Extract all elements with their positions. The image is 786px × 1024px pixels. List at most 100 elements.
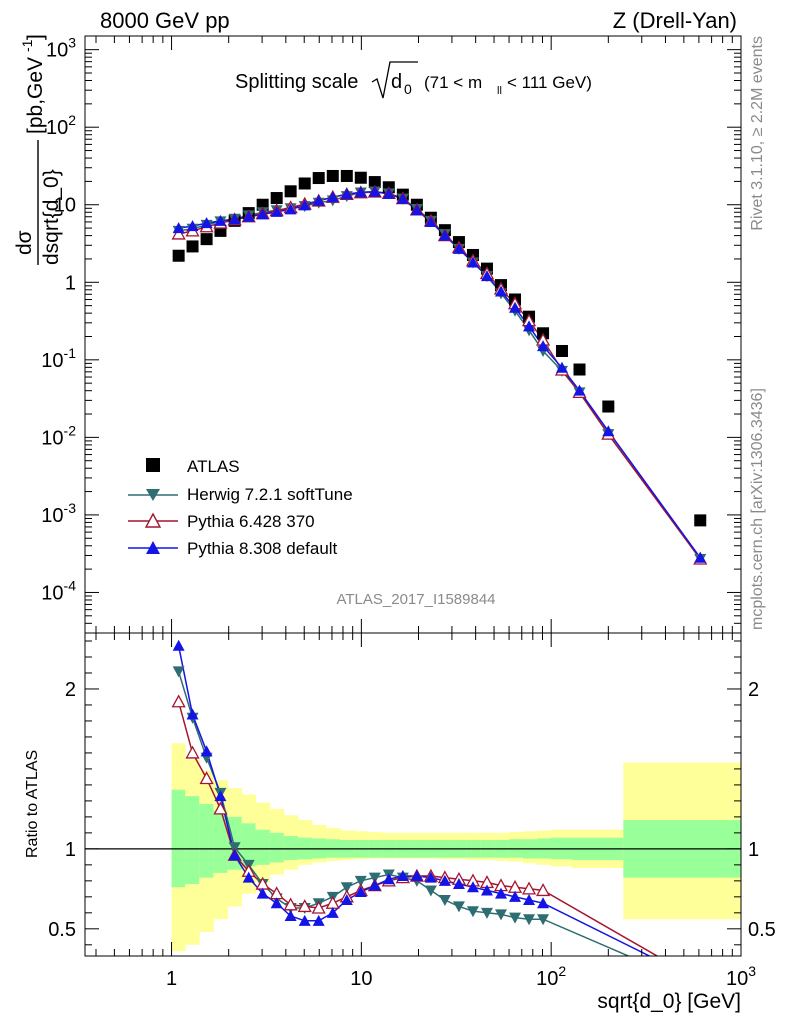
atlas-data-point: [312, 172, 325, 185]
atlas-data-point: [555, 344, 568, 357]
legend-label-pythia8: Pythia 8.308 default: [187, 539, 338, 558]
mcplots-label: mcplots.cern.ch [arXiv:1306.3436]: [749, 388, 766, 630]
ratio-tick-label-right: 1: [748, 839, 759, 861]
y-label-units-end: ]: [24, 34, 47, 40]
y-label-num: dσ: [13, 230, 36, 255]
title-range-post: < 111 GeV): [507, 73, 592, 92]
atlas-data-point: [340, 169, 353, 182]
pythia8-ratio-point: [537, 897, 550, 909]
pythia8-point: [466, 256, 479, 268]
pythia8-point: [573, 384, 586, 396]
y-tick-label: 10-2: [41, 422, 76, 449]
uncertainty-band-inner: [241, 823, 257, 867]
ratio-frame: [84, 632, 742, 957]
pythia8-ratio-point: [200, 745, 213, 757]
legend-entry-pythia8: Pythia 8.308 default: [128, 539, 338, 558]
pythia6-ratio-point: [185, 745, 200, 759]
uncertainty-band-inner: [213, 810, 228, 873]
x-axis-label: sqrt{d_0} [GeV]: [597, 990, 741, 1013]
plot-title: Splitting scale d 0 (71 < m ll < 111 GeV…: [235, 61, 592, 99]
pythia8-ratio-point: [396, 870, 409, 882]
pythia8-point: [326, 191, 339, 203]
ratio-line-1: [177, 671, 631, 956]
header-right: Z (Drell-Yan): [613, 8, 737, 33]
atlas-data-point: [326, 169, 339, 182]
x-tick-label: 102: [536, 963, 566, 990]
pythia8-ratio-point: [466, 881, 479, 893]
analysis-id: ATLAS_2017_I1589844: [336, 591, 495, 608]
legend-marker-herwig: [146, 489, 160, 501]
pythia8-point: [438, 229, 451, 241]
ratio-bands: [171, 743, 741, 952]
y-axis-label-main: dσ dsqrt{d_0} [pb,GeV -1 ]: [13, 34, 63, 265]
herwig-ratio-point: [424, 885, 437, 897]
pythia8-ratio-point: [509, 890, 522, 902]
title-range-pre: (71 < m: [424, 73, 482, 92]
pythia8-point: [312, 194, 325, 206]
ratio-tick-label-right: 0.5: [748, 919, 776, 941]
pythia6-ratio-point: [199, 771, 214, 785]
legend-marker-pythia8: [146, 541, 160, 554]
legend: ATLAS Herwig 7.2.1 softTune Pythia 6.428…: [128, 457, 353, 558]
pythia8-ratio-point: [452, 878, 465, 890]
title-prefix: Splitting scale: [235, 71, 358, 93]
pythia8-point: [270, 205, 283, 217]
legend-label-pythia6: Pythia 6.428 370: [187, 512, 315, 531]
ratio-line-3: [177, 645, 652, 956]
y-tick-base: 10: [46, 117, 68, 139]
y-tick-exponent: -3: [64, 500, 77, 516]
x-ticks: 1 10 102 103: [95, 36, 756, 990]
y-tick-label: 10-3: [41, 500, 76, 527]
pythia8-ratio-point: [424, 871, 437, 883]
pythia6-ratio-point: [283, 897, 298, 911]
pythia8-ratio-point: [172, 639, 185, 651]
atlas-data-point: [200, 233, 213, 246]
pythia8-ratio-point: [340, 894, 353, 906]
pythia8-ratio-point: [270, 897, 283, 909]
herwig-ratio-point: [340, 882, 353, 894]
legend-entry-atlas: ATLAS: [146, 457, 240, 476]
pythia8-point: [340, 188, 353, 200]
pythia8-point: [494, 285, 507, 297]
sqrt-symbol: [371, 61, 418, 99]
main-frame: [84, 35, 742, 634]
pythia8-ratio-point: [298, 914, 311, 926]
y-label-den: dsqrt{d_0}: [40, 169, 63, 265]
herwig-ratio-point: [172, 666, 185, 678]
y-label-units-sup: -1: [19, 39, 35, 52]
pythia8-point: [555, 361, 568, 373]
pythia8-ratio-point: [382, 873, 395, 885]
atlas-data-point: [298, 177, 311, 190]
pythia6-ratio-point: [535, 883, 551, 897]
x-tick-label: 1: [166, 968, 177, 990]
ratio-tick-label-left: 2: [65, 679, 76, 701]
herwig-ratio-point: [466, 906, 479, 918]
title-sqrt-sub: 0: [404, 81, 412, 97]
pythia6-ratio-point: [171, 694, 186, 708]
ratio-tick-label-left: 1: [65, 839, 76, 861]
y-tick-base: 10: [41, 350, 63, 372]
main-series-layer: [171, 169, 708, 566]
herwig-ratio-point: [494, 909, 507, 921]
title-range-sub: ll: [497, 85, 502, 97]
uncertainty-band-inner: [255, 829, 271, 865]
pythia8-point: [228, 213, 241, 225]
herwig-ratio-point: [537, 914, 550, 926]
pythia8-point: [537, 340, 550, 352]
pythia8-point: [214, 214, 227, 226]
pythia8-ratio-point: [186, 708, 199, 720]
y-tick-label: 1: [65, 272, 76, 294]
herwig-ratio-point: [354, 875, 367, 887]
herwig-ratio-point: [368, 872, 381, 884]
atlas-data-point: [602, 400, 615, 413]
pythia8-point: [354, 186, 367, 198]
uncertainty-band-inner: [185, 796, 200, 885]
pythia8-point: [242, 210, 255, 222]
x-tick-exponent: 2: [558, 963, 566, 979]
y-tick-base: 10: [41, 427, 63, 449]
atlas-data-point: [573, 363, 586, 376]
pythia8-ratio-point: [523, 894, 536, 906]
herwig-ratio-point: [480, 907, 493, 919]
pythia8-point: [396, 192, 409, 204]
